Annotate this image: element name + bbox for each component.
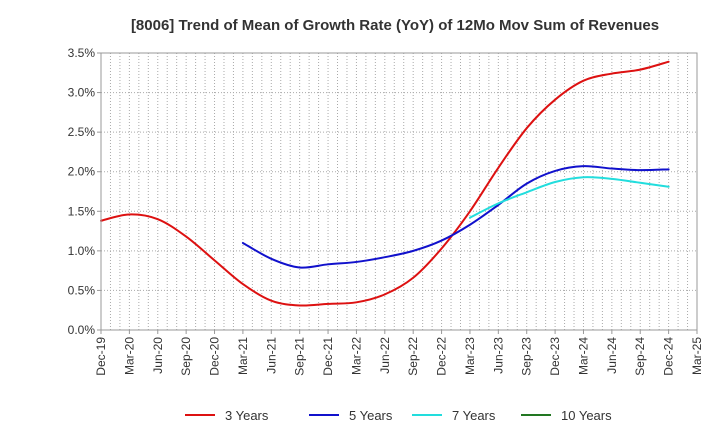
grid (101, 52, 698, 331)
x-tick-label: Mar-25 (690, 337, 704, 375)
y-tick-label: 0.0% (68, 323, 96, 337)
chart-title: [8006] Trend of Mean of Growth Rate (YoY… (131, 17, 659, 34)
series-line-5-years (241, 165, 670, 269)
legend: 3 Years 5 Years 7 Years 10 Years (185, 408, 612, 423)
x-tick-label: Sep-23 (520, 337, 534, 376)
y-tick-label: 2.0% (68, 165, 96, 179)
series-line-7-years (468, 176, 670, 219)
x-tick-label: Jun-23 (491, 337, 505, 374)
legend-label-3-years: 3 Years (225, 408, 269, 423)
series-group (100, 60, 670, 307)
x-tick-label: Mar-24 (576, 337, 590, 375)
y-tick-label: 0.5% (68, 283, 96, 297)
x-tick-label: Dec-24 (662, 337, 676, 376)
x-tick-label: Jun-21 (264, 337, 278, 374)
y-tick-label: 3.0% (68, 86, 96, 100)
x-tick-label: Jun-20 (151, 337, 165, 374)
x-tick-label: Jun-22 (378, 337, 392, 374)
y-tick-label: 1.5% (68, 204, 96, 218)
x-tick-label: Jun-24 (605, 337, 619, 374)
legend-label-10-years: 10 Years (561, 408, 612, 423)
x-tick-label: Sep-20 (179, 337, 193, 376)
x-tick-label: Dec-19 (94, 337, 108, 376)
x-tick-label: Mar-23 (463, 337, 477, 375)
x-tick-label: Dec-22 (435, 337, 449, 376)
series-line-3-years (100, 60, 670, 307)
x-tick-label: Mar-21 (236, 337, 250, 375)
x-tick-label: Dec-23 (548, 337, 562, 376)
y-tick-label: 3.5% (68, 46, 96, 60)
x-axis: Dec-19 Mar-20 Jun-20 Sep-20 Dec-20 Mar-21 Jun-… (94, 330, 704, 376)
x-tick-label: Dec-20 (208, 337, 222, 376)
y-tick-label: 1.0% (68, 244, 96, 258)
x-tick-label: Mar-20 (122, 337, 136, 375)
y-tick-label: 2.5% (68, 125, 96, 139)
x-tick-label: Sep-21 (293, 337, 307, 376)
x-tick-label: Sep-24 (633, 337, 647, 376)
x-tick-label: Dec-21 (321, 337, 335, 376)
legend-label-7-years: 7 Years (452, 408, 496, 423)
x-tick-label: Mar-22 (349, 337, 363, 375)
legend-label-5-years: 5 Years (349, 408, 393, 423)
plot-frame (100, 52, 698, 331)
x-tick-label: Sep-22 (406, 337, 420, 376)
y-axis: 0.0% 0.5% 1.0% 1.5% 2.0% 2.5% 3.0% 3.5% (68, 46, 101, 337)
